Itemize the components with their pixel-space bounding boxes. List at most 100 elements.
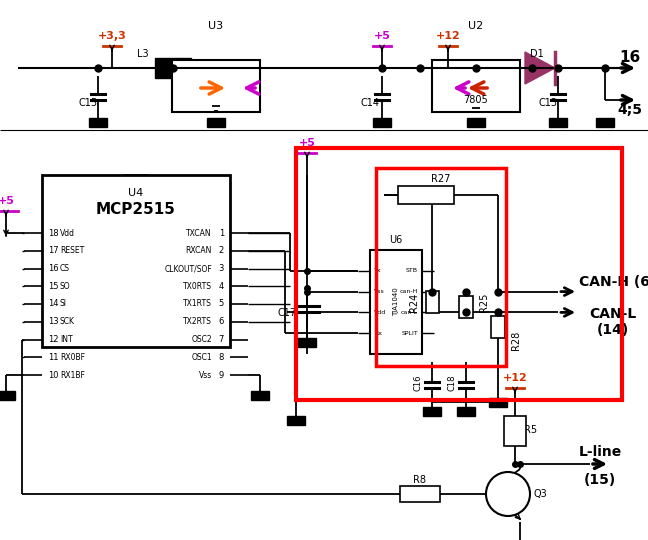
Text: 16: 16 <box>48 264 58 273</box>
Text: TX1RTS: TX1RTS <box>183 300 212 308</box>
Text: 15: 15 <box>48 282 58 291</box>
Text: C14: C14 <box>360 98 380 108</box>
Bar <box>155 58 191 78</box>
Bar <box>398 186 454 204</box>
Text: +5: +5 <box>373 31 391 41</box>
Text: 7: 7 <box>218 335 224 344</box>
Circle shape <box>486 472 530 516</box>
Text: C15: C15 <box>78 98 98 108</box>
Text: 6: 6 <box>218 317 224 326</box>
Text: R5: R5 <box>524 425 538 435</box>
Text: L3: L3 <box>137 49 149 59</box>
Text: 4: 4 <box>219 282 224 291</box>
Text: R28: R28 <box>511 331 521 350</box>
Text: Tx: Tx <box>374 268 382 273</box>
Text: STB: STB <box>406 268 418 273</box>
Text: can-L: can-L <box>401 310 418 315</box>
Bar <box>504 416 526 446</box>
Text: can-H: can-H <box>400 289 418 294</box>
Polygon shape <box>124 175 148 187</box>
Text: 16: 16 <box>619 51 641 65</box>
Bar <box>376 168 506 366</box>
Text: 10: 10 <box>48 370 58 380</box>
Text: +5: +5 <box>0 196 14 206</box>
Text: C16: C16 <box>413 374 422 390</box>
Text: MCP2515: MCP2515 <box>96 201 176 217</box>
Text: U2: U2 <box>469 21 483 31</box>
Text: RX0BF: RX0BF <box>60 353 85 362</box>
Polygon shape <box>549 118 567 127</box>
Text: INT: INT <box>60 335 73 344</box>
Text: Q3: Q3 <box>534 489 548 499</box>
Polygon shape <box>388 250 404 258</box>
Text: R24: R24 <box>409 292 419 312</box>
Text: CAN-L: CAN-L <box>590 307 636 321</box>
Text: SPLIT: SPLIT <box>401 330 418 336</box>
Polygon shape <box>489 399 507 407</box>
Text: (14): (14) <box>597 323 629 338</box>
Text: 7805: 7805 <box>463 95 489 105</box>
Text: 1: 1 <box>219 228 224 238</box>
Polygon shape <box>287 416 305 425</box>
Polygon shape <box>373 118 391 127</box>
Text: R8: R8 <box>413 475 426 485</box>
Polygon shape <box>298 338 316 347</box>
Text: RX1BF: RX1BF <box>60 370 85 380</box>
Text: R27: R27 <box>432 174 451 184</box>
Bar <box>370 250 422 354</box>
Text: 8: 8 <box>218 353 224 362</box>
Bar <box>459 295 473 318</box>
Polygon shape <box>423 407 441 416</box>
Bar <box>400 486 440 502</box>
Text: U6: U6 <box>389 235 402 245</box>
Polygon shape <box>596 118 614 127</box>
Text: 17: 17 <box>48 246 58 255</box>
Text: (15): (15) <box>584 473 616 487</box>
Bar <box>491 316 505 339</box>
Text: Vss: Vss <box>374 289 385 294</box>
Text: C13: C13 <box>538 98 557 108</box>
Text: 12: 12 <box>48 335 58 344</box>
Text: C18: C18 <box>448 374 456 390</box>
Text: C17: C17 <box>277 308 297 318</box>
Text: OSC1: OSC1 <box>191 353 212 362</box>
Text: +5: +5 <box>299 138 316 148</box>
Text: RESET: RESET <box>60 246 84 255</box>
Text: 13: 13 <box>48 317 58 326</box>
Text: Vdd: Vdd <box>60 228 75 238</box>
Text: 18: 18 <box>48 228 58 238</box>
Bar <box>172 60 260 112</box>
Bar <box>426 291 439 313</box>
Polygon shape <box>251 391 269 400</box>
Text: Rx: Rx <box>374 330 382 336</box>
Polygon shape <box>525 52 555 84</box>
Text: TX0RTS: TX0RTS <box>183 282 212 291</box>
Bar <box>296 148 622 400</box>
Text: U4: U4 <box>128 188 144 198</box>
Polygon shape <box>467 118 485 127</box>
Text: +12: +12 <box>503 373 527 383</box>
Text: TJA1040: TJA1040 <box>393 288 399 316</box>
Polygon shape <box>457 407 475 416</box>
Polygon shape <box>0 391 15 400</box>
Text: TX2RTS: TX2RTS <box>183 317 212 326</box>
Text: +12: +12 <box>435 31 460 41</box>
Text: D1: D1 <box>530 49 544 59</box>
Text: SO: SO <box>60 282 71 291</box>
Polygon shape <box>207 118 225 127</box>
Text: TXCAN: TXCAN <box>187 228 212 238</box>
Text: OSC2: OSC2 <box>191 335 212 344</box>
Text: 4;5: 4;5 <box>618 103 643 117</box>
Text: +3,3: +3,3 <box>98 31 126 41</box>
Text: SI: SI <box>60 300 67 308</box>
Text: U3: U3 <box>209 21 224 31</box>
Text: 14: 14 <box>48 300 58 308</box>
Text: 3: 3 <box>218 264 224 273</box>
Text: 11: 11 <box>48 353 58 362</box>
Text: CLKOUT/SOF: CLKOUT/SOF <box>164 264 212 273</box>
Text: Vss: Vss <box>199 370 212 380</box>
Text: 5: 5 <box>219 300 224 308</box>
Bar <box>432 60 520 112</box>
Bar <box>42 175 230 347</box>
Text: RXCAN: RXCAN <box>185 246 212 255</box>
